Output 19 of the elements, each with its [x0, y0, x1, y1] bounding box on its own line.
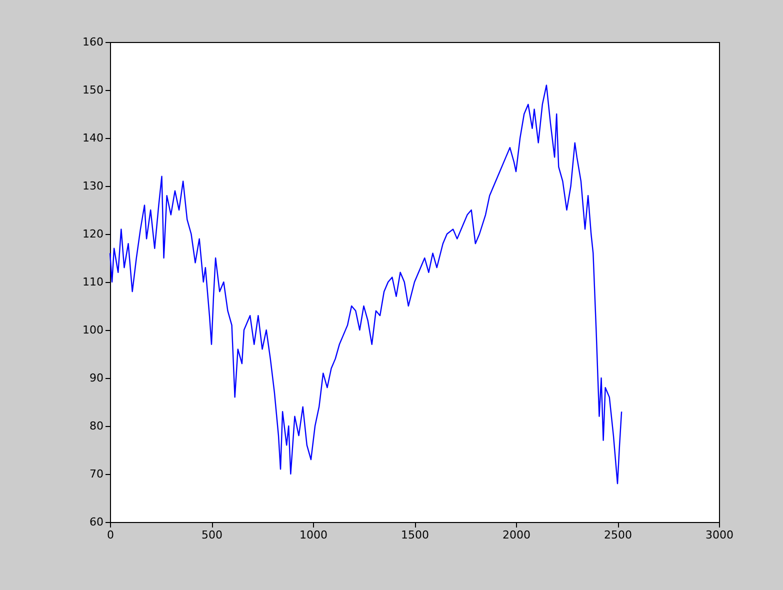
x-tick-label: 2000: [502, 528, 530, 542]
y-tick-label: 140: [82, 132, 104, 144]
x-tick-label: 0: [107, 528, 114, 542]
x-tick-label: 1500: [401, 528, 429, 542]
y-tick-label: 150: [82, 84, 104, 96]
y-tick-label: 70: [90, 468, 104, 480]
y-tick-label: 100: [82, 324, 104, 336]
y-tick-label: 120: [82, 228, 104, 240]
y-tick-label: 130: [82, 180, 104, 192]
line-series: [109, 84, 622, 484]
y-tick-label: 90: [90, 372, 104, 384]
x-tick-label: 2500: [604, 528, 632, 542]
x-tick-label: 1000: [300, 528, 328, 542]
y-tick-label: 60: [90, 516, 104, 528]
y-tick-label: 80: [90, 420, 104, 432]
x-tick-label: 3000: [706, 528, 734, 542]
y-tick-label: 110: [82, 276, 104, 288]
x-tick-label: 500: [202, 528, 222, 542]
y-tick-label: 160: [82, 36, 104, 48]
